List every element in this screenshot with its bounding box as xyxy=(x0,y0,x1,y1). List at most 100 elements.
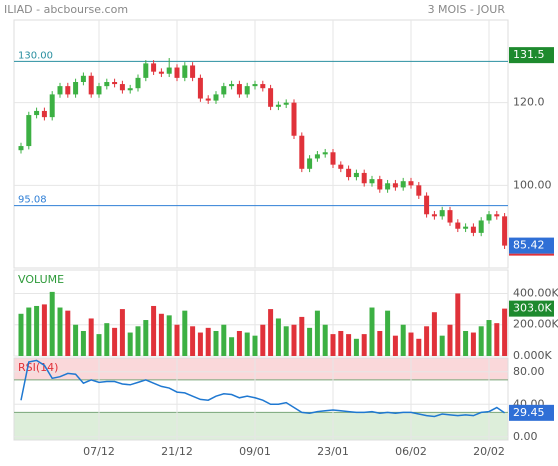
volume-bar xyxy=(221,324,227,356)
candle-body xyxy=(431,214,437,217)
volume-bar xyxy=(88,318,94,356)
candle-body xyxy=(369,179,375,184)
x-tick-label: 23/01 xyxy=(317,445,349,458)
volume-bar xyxy=(158,313,164,356)
panel-frame xyxy=(13,357,509,441)
candle-body xyxy=(439,210,445,217)
candle-body xyxy=(119,84,125,91)
candle-body xyxy=(135,77,141,89)
candle-body xyxy=(151,63,157,72)
volume-bar xyxy=(166,315,172,356)
volume-bar xyxy=(268,309,274,356)
value-tag xyxy=(509,237,554,254)
volume-bar xyxy=(73,324,79,356)
candle-body xyxy=(73,82,79,95)
period-label: 3 MOIS - JOUR xyxy=(428,3,506,16)
y-tick-label: 0.00 xyxy=(513,430,538,443)
panel-title: VOLUME xyxy=(18,273,64,286)
volume-bar xyxy=(408,332,414,356)
value-tag-label: 85.42 xyxy=(513,239,545,252)
candle-body xyxy=(416,185,422,196)
candle-body xyxy=(455,222,461,229)
candle-body xyxy=(182,65,188,78)
candle-body xyxy=(424,195,430,215)
candle-body xyxy=(392,183,398,188)
candle-body xyxy=(338,164,344,169)
value-tag-label: 303.0K xyxy=(513,302,552,315)
x-tick-label: 20/02 xyxy=(473,445,505,458)
candle-body xyxy=(104,82,110,87)
candle-body xyxy=(408,181,414,186)
x-tick-label: 09/01 xyxy=(239,445,271,458)
volume-bar xyxy=(18,313,24,356)
candle-body xyxy=(197,77,203,99)
value-tag xyxy=(509,47,554,64)
volume-bar xyxy=(307,327,313,356)
volume-bar xyxy=(275,318,281,356)
volume-bar xyxy=(439,335,445,356)
candle-body xyxy=(299,135,305,169)
candle-body xyxy=(18,146,24,151)
volume-bar xyxy=(127,332,133,356)
candle-body xyxy=(400,181,406,188)
volume-bar xyxy=(463,330,469,356)
volume-bar xyxy=(119,309,125,356)
candle-body xyxy=(88,75,94,95)
volume-bar xyxy=(486,320,492,356)
candle-body xyxy=(221,86,227,95)
volume-bar xyxy=(26,307,32,356)
volume-bar xyxy=(330,334,336,356)
volume-bar xyxy=(41,304,47,356)
value-tag xyxy=(509,404,554,421)
volume-bar xyxy=(205,327,211,356)
volume-bar xyxy=(400,324,406,356)
volume-bar xyxy=(244,332,250,356)
value-tag xyxy=(509,300,554,317)
volume-bar xyxy=(322,324,328,356)
volume-bar xyxy=(260,324,266,356)
candle-body xyxy=(80,75,86,82)
volume-bar xyxy=(182,310,188,356)
candle-body xyxy=(252,84,258,87)
candle-body xyxy=(174,67,180,78)
volume-bar xyxy=(65,310,71,356)
rsi-band xyxy=(14,412,508,440)
y-tick-label: 200.00K xyxy=(513,318,558,331)
volume-bar xyxy=(346,334,352,356)
volume-bar xyxy=(369,307,375,356)
value-tag-label: 29.45 xyxy=(513,406,545,419)
volume-bar xyxy=(470,332,476,356)
candle-body xyxy=(41,110,47,118)
y-tick-label: 0.000K xyxy=(513,349,552,362)
candle-body xyxy=(322,152,328,155)
candle-body xyxy=(377,179,383,190)
candle-body xyxy=(26,115,32,147)
candle-body xyxy=(353,172,359,178)
volume-bar xyxy=(34,305,40,356)
candle-body xyxy=(205,98,211,101)
volume-bar xyxy=(229,337,235,356)
candle-body xyxy=(236,84,242,95)
volume-bar xyxy=(377,330,383,356)
volume-bar xyxy=(57,307,63,356)
chart-title: ILIAD - abcbourse.com xyxy=(4,3,128,16)
panel-title: RSI(14) xyxy=(18,361,58,374)
y-tick-label: 100.00 xyxy=(513,178,552,191)
volume-bar xyxy=(314,310,320,356)
volume-bar xyxy=(213,330,219,356)
x-tick-label: 06/02 xyxy=(395,445,427,458)
candle-body xyxy=(244,86,250,95)
volume-bar xyxy=(416,338,422,356)
candle-body xyxy=(65,86,71,95)
volume-bar xyxy=(392,335,398,356)
volume-bar xyxy=(252,335,258,356)
volume-bar xyxy=(236,330,242,356)
candle-body xyxy=(330,152,336,165)
candle-body xyxy=(213,94,219,101)
volume-bar xyxy=(197,332,203,356)
candle-body xyxy=(478,220,484,233)
y-tick-label: 80.00 xyxy=(513,365,545,378)
candle-body xyxy=(127,88,133,91)
volume-bar xyxy=(385,310,391,356)
volume-bar xyxy=(143,320,149,356)
